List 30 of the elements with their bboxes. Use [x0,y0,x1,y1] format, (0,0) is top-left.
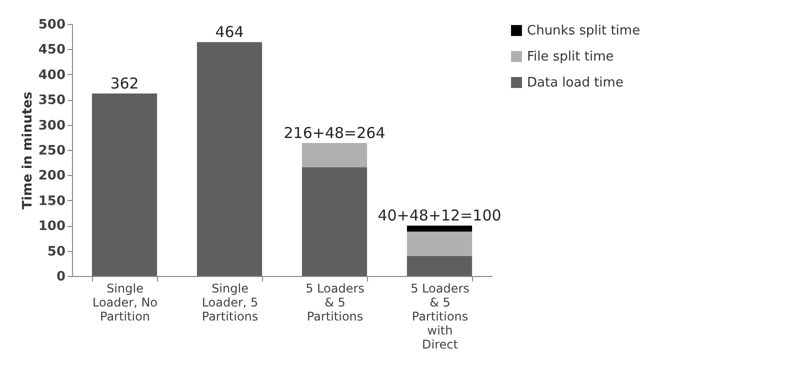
y-tick-label: 350 [38,93,66,108]
x-tick-label: 5 Loaders & 5 Partitions [306,282,364,324]
total-label: 216+48=264 [284,124,386,142]
y-tick-label: 0 [56,270,66,284]
x-tick-label: Single Loader, No Partition [92,282,158,324]
y-tick-label: 100 [38,219,66,234]
legend-label: Chunks split time [527,24,640,38]
y-tick-label: 250 [38,144,66,158]
bar [302,142,368,168]
bar [302,167,368,276]
total-label: 40+48+12=100 [378,206,502,225]
y-tick-label: 450 [38,42,66,58]
bar [92,94,158,276]
legend-label: File split time [527,50,614,64]
y-tick-label: 500 [38,18,66,32]
x-tick-label: Single Loader, 5 Partitions [202,282,258,324]
bar [406,226,472,232]
bar [406,256,472,276]
legend-label: Data load time [527,76,624,90]
y-tick-label: 400 [38,68,66,83]
y-tick-label: 200 [38,168,66,184]
y-tick-label: 300 [38,118,66,134]
bar [406,232,472,256]
x-tick-label: 5 Loaders & 5 Partitions with Direct [410,282,470,352]
y-axis-title: Time in minutes [20,91,36,210]
y-tick-label: 50 [47,244,66,260]
y-tick-label: 150 [38,194,66,209]
total-label: 464 [215,23,244,42]
total-label: 362 [110,74,139,93]
bar [196,42,262,276]
